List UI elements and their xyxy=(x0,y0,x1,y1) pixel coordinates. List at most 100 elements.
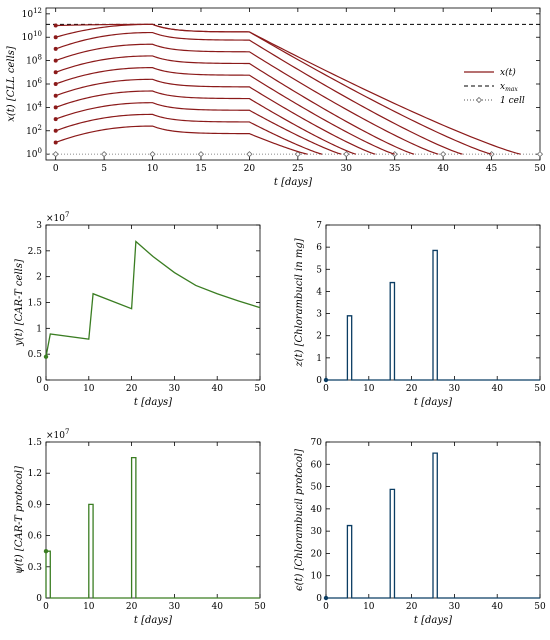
x-legend: x(t) xmax 1 cell xyxy=(464,67,525,106)
y-exponent-label: ×107 xyxy=(46,211,69,224)
psi-exponent-label: ×107 xyxy=(46,428,69,441)
psi-series-line xyxy=(45,456,260,599)
eps-x-tick-label: 30 xyxy=(449,602,461,612)
one-cell-marker xyxy=(197,151,205,158)
chart-z: 0 10 20 30 40 50 0 1 2 3 4 5 6 7 t [days] z(t) [Chloram… xyxy=(294,221,546,408)
x-initial-point xyxy=(53,105,58,110)
z-y-tick-label: 2 xyxy=(316,332,322,342)
x-initial-point xyxy=(53,128,58,133)
eps-x-tick-label: 40 xyxy=(491,602,503,612)
x-trajectory-11 xyxy=(55,23,521,155)
x-trajectory-2 xyxy=(55,113,323,155)
x-x-tick-label: 10 xyxy=(147,164,159,174)
one-cell-marker xyxy=(343,151,350,158)
x-initial-point xyxy=(53,82,58,86)
eps-y-tick-label: 0 xyxy=(316,594,322,604)
chart-y: 0 10 20 30 40 50 0 0.5 1 1.5 2 2.5 3 t [days] y(t) [CA… xyxy=(14,211,266,408)
chart-eps: 0 10 20 30 40 50 0 10 20 30 40 50 60 70 t [days] ϵ(t) [… xyxy=(294,438,546,626)
psi-x-axis-label: t [days] xyxy=(134,615,172,626)
x-initial-point xyxy=(53,70,58,75)
y-y-tick-label: 3 xyxy=(36,221,42,231)
psi-y-tick-label: 0.9 xyxy=(28,500,43,510)
y-y-tick-label: 0.5 xyxy=(28,350,43,360)
eps-x-tick-label: 20 xyxy=(406,602,418,612)
one-cell-marker xyxy=(149,151,156,158)
z-initial-point xyxy=(323,377,329,383)
x-initial-point xyxy=(53,58,58,63)
psi-y-tick-label: 0.3 xyxy=(28,563,43,573)
y-x-tick-label: 40 xyxy=(211,384,223,394)
z-y-tick-label: 3 xyxy=(316,310,322,320)
x-x-tick-label: 15 xyxy=(195,164,207,174)
y-x-tick-label: 50 xyxy=(254,384,266,394)
y-x-axis-label: t [days] xyxy=(134,397,172,408)
z-x-axis-label: t [days] xyxy=(414,397,452,408)
eps-y-tick-label: 60 xyxy=(311,460,323,470)
x-x-tick-label: 50 xyxy=(534,164,546,174)
y-y-tick-label: 0 xyxy=(36,376,42,386)
x-trajectory-5 xyxy=(55,78,376,155)
x-x-tick-label: 0 xyxy=(53,164,59,174)
x-trajectory-9 xyxy=(55,31,463,155)
legend-label: x(t) xyxy=(500,67,516,78)
x-initial-point xyxy=(53,140,58,145)
y-x-tick-label: 30 xyxy=(169,384,181,394)
x-x-tick-label: 25 xyxy=(292,164,304,174)
chart-x: 0 5 10 15 20 25 30 35 40 45 50 100 102 104 106 108 1010 1… xyxy=(6,7,546,188)
psi-x-tick-label: 20 xyxy=(126,602,138,612)
y-y-axis-label: y(t) [CAR-T cells] xyxy=(14,259,25,347)
z-y-tick-label: 5 xyxy=(316,265,322,275)
x-trajectory-6 xyxy=(55,67,395,155)
psi-y-tick-label: 1.2 xyxy=(28,469,42,479)
x-trajectory-8 xyxy=(55,43,439,155)
y-y-tick-label: 2 xyxy=(36,273,42,283)
x-x-tick-label: 5 xyxy=(101,164,107,174)
x-x-tick-label: 20 xyxy=(244,164,256,174)
eps-x-tick-label: 50 xyxy=(534,602,546,612)
eps-series-line xyxy=(326,452,540,599)
x-y-tick-label: 106 xyxy=(26,77,42,90)
z-series-line xyxy=(326,249,540,381)
x-x-tick-label: 40 xyxy=(437,164,449,174)
x-y-axis-label: x(t) [CLL cells] xyxy=(6,46,17,122)
x-y-tick-label: 100 xyxy=(26,147,42,160)
one-cell-marker xyxy=(246,151,253,158)
x-initial-point xyxy=(53,35,58,40)
x-y-tick-label: 102 xyxy=(26,124,42,137)
eps-y-tick-label: 50 xyxy=(311,483,323,493)
x-plot-frame xyxy=(45,7,541,161)
z-y-tick-label: 4 xyxy=(316,287,322,297)
psi-y-tick-label: 1.5 xyxy=(28,438,43,448)
x-y-tick-label: 1012 xyxy=(22,7,42,20)
eps-y-axis-label: ϵ(t) [Chlorambucil protocol] xyxy=(294,449,305,591)
psi-x-tick-label: 40 xyxy=(211,602,223,612)
eps-y-tick-label: 40 xyxy=(311,505,323,515)
z-x-tick-label: 40 xyxy=(491,384,503,394)
one-cell-marker xyxy=(440,151,447,158)
eps-initial-point xyxy=(323,595,329,601)
psi-y-tick-label: 0.6 xyxy=(28,532,43,542)
psi-y-axis-label: ψ(t) [CAR-T protocol] xyxy=(14,466,25,574)
z-x-tick-label: 30 xyxy=(449,384,461,394)
x-y-tick-label: 1010 xyxy=(22,30,42,43)
chart-psi: 0 10 20 30 40 50 0 0.3 0.6 0.9 1.2 1.5 t [days] ψ(t) … xyxy=(14,428,266,626)
eps-x-axis-label: t [days] xyxy=(414,615,452,626)
z-y-tick-label: 0 xyxy=(316,376,322,386)
y-x-tick-label: 20 xyxy=(126,384,138,394)
x-initial-point xyxy=(53,117,58,122)
legend-label: 1 cell xyxy=(500,96,525,106)
y-y-tick-label: 2.5 xyxy=(28,247,43,257)
eps-x-tick-label: 10 xyxy=(363,602,375,612)
x-y-tick-label: 104 xyxy=(26,100,42,113)
x-initial-point xyxy=(53,23,58,28)
psi-y-tick-label: 0 xyxy=(36,594,42,604)
x-y-tick-label: 108 xyxy=(26,54,42,67)
eps-y-tick-label: 70 xyxy=(311,438,323,448)
eps-y-tick-label: 30 xyxy=(311,527,323,537)
one-cell-marker xyxy=(536,151,544,158)
z-y-axis-label: z(t) [Chlorambucil in mg] xyxy=(294,238,305,367)
y-x-tick-label: 10 xyxy=(83,384,95,394)
x-trajectory-4 xyxy=(55,90,357,155)
z-y-tick-label: 1 xyxy=(316,354,322,364)
